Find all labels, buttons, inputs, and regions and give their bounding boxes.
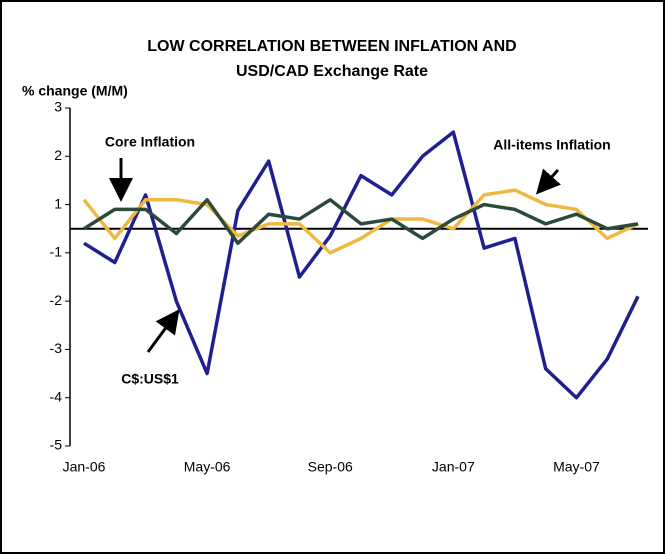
y-tick-label: -1 (50, 244, 63, 260)
y-tick-label: 1 (54, 195, 62, 211)
annotation: C$:US$1 (121, 371, 179, 387)
x-tick-label: Jan-06 (63, 459, 106, 475)
y-tick-label: 2 (54, 147, 62, 163)
y-axis-label: % change (M/M) (22, 83, 128, 99)
y-tick-label: -2 (50, 292, 63, 308)
x-tick-label: Jan-07 (432, 459, 475, 475)
line-series (83, 197, 639, 245)
chart-subtitle: USD/CAD Exchange Rate (236, 63, 428, 80)
arrow (146, 309, 180, 353)
annotation: Core Inflation (105, 134, 195, 150)
chart-title: LOW CORRELATION BETWEEN INFLATION AND (147, 38, 516, 55)
arrow (535, 168, 561, 195)
y-tick-label: -5 (50, 437, 63, 453)
line-series (83, 130, 640, 400)
y-tick-label: 3 (54, 99, 62, 115)
x-tick-label: Sep-06 (308, 459, 353, 475)
annotation: All-items Inflation (493, 137, 610, 153)
line-series (82, 188, 639, 255)
y-tick-label: -4 (50, 388, 63, 404)
x-tick-label: May-06 (184, 459, 231, 475)
y-tick-label: -3 (50, 340, 63, 356)
x-tick-label: May-07 (553, 459, 600, 475)
